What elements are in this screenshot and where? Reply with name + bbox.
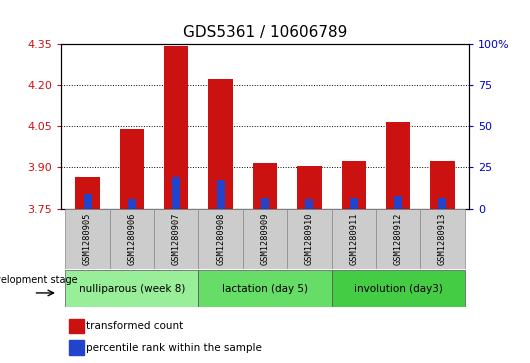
FancyBboxPatch shape xyxy=(332,209,376,269)
Text: lactation (day 5): lactation (day 5) xyxy=(222,284,308,294)
Bar xyxy=(217,180,225,209)
Bar xyxy=(208,79,233,209)
Text: GSM1280910: GSM1280910 xyxy=(305,212,314,265)
Bar xyxy=(128,199,136,209)
Bar xyxy=(438,198,446,209)
Title: GDS5361 / 10606789: GDS5361 / 10606789 xyxy=(183,25,347,40)
Bar xyxy=(350,198,358,209)
Bar xyxy=(253,163,277,209)
FancyBboxPatch shape xyxy=(65,270,198,307)
Bar xyxy=(430,160,455,209)
Bar xyxy=(84,193,92,209)
Bar xyxy=(305,199,313,209)
Text: nulliparous (week 8): nulliparous (week 8) xyxy=(79,284,185,294)
Bar xyxy=(172,177,180,209)
Text: involution (day3): involution (day3) xyxy=(354,284,443,294)
FancyBboxPatch shape xyxy=(198,270,332,307)
Bar xyxy=(69,319,84,333)
Text: GSM1280909: GSM1280909 xyxy=(261,212,269,265)
Text: GSM1280912: GSM1280912 xyxy=(394,212,403,265)
Text: GSM1280906: GSM1280906 xyxy=(127,212,136,265)
Text: GSM1280907: GSM1280907 xyxy=(172,212,181,265)
Bar xyxy=(69,340,84,355)
FancyBboxPatch shape xyxy=(332,270,465,307)
Bar xyxy=(394,196,402,209)
FancyBboxPatch shape xyxy=(287,209,332,269)
Bar xyxy=(261,198,269,209)
Bar xyxy=(341,160,366,209)
FancyBboxPatch shape xyxy=(154,209,198,269)
FancyBboxPatch shape xyxy=(65,209,110,269)
Text: percentile rank within the sample: percentile rank within the sample xyxy=(86,343,262,352)
Bar xyxy=(386,122,410,209)
Text: GSM1280908: GSM1280908 xyxy=(216,212,225,265)
FancyBboxPatch shape xyxy=(376,209,420,269)
FancyBboxPatch shape xyxy=(198,209,243,269)
FancyBboxPatch shape xyxy=(243,209,287,269)
FancyBboxPatch shape xyxy=(420,209,465,269)
FancyBboxPatch shape xyxy=(110,209,154,269)
Text: development stage: development stage xyxy=(0,274,78,285)
Bar xyxy=(297,166,322,209)
Text: GSM1280911: GSM1280911 xyxy=(349,212,358,265)
Text: GSM1280905: GSM1280905 xyxy=(83,212,92,265)
Bar xyxy=(120,129,144,209)
Text: transformed count: transformed count xyxy=(86,321,183,331)
Text: GSM1280913: GSM1280913 xyxy=(438,212,447,265)
Bar xyxy=(75,177,100,209)
Bar xyxy=(164,46,189,209)
